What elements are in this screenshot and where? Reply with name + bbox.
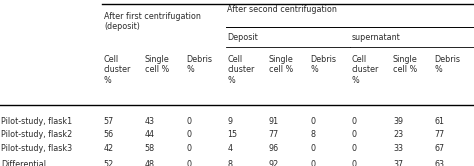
Text: 42: 42 [103,144,113,153]
Text: Cell
cluster
%: Cell cluster % [352,55,379,85]
Text: Single
cell %: Single cell % [145,55,170,74]
Text: 15: 15 [228,130,237,139]
Text: 23: 23 [393,130,403,139]
Text: Debris
%: Debris % [186,55,212,74]
Text: After second centrifugation: After second centrifugation [227,5,337,14]
Text: 0: 0 [352,130,356,139]
Text: Cell
cluster
%: Cell cluster % [103,55,131,85]
Text: 61: 61 [434,117,444,126]
Text: supernatant: supernatant [351,33,400,42]
Text: After first centrifugation
(deposit): After first centrifugation (deposit) [104,12,201,31]
Text: 0: 0 [186,130,191,139]
Text: 63: 63 [434,160,444,166]
Text: 4: 4 [228,144,232,153]
Text: 8: 8 [228,160,232,166]
Text: 9: 9 [228,117,233,126]
Text: 57: 57 [103,117,114,126]
Text: Single
cell %: Single cell % [393,55,418,74]
Text: Debris
%: Debris % [434,55,460,74]
Text: 58: 58 [145,144,155,153]
Text: 96: 96 [269,144,279,153]
Text: 44: 44 [145,130,155,139]
Text: 33: 33 [393,144,403,153]
Text: Differential
centrifugation
test: Differential centrifugation test [1,160,58,166]
Text: 0: 0 [186,117,191,126]
Text: 37: 37 [393,160,403,166]
Text: 52: 52 [103,160,114,166]
Text: 43: 43 [145,117,155,126]
Text: 56: 56 [103,130,113,139]
Text: Deposit: Deposit [227,33,258,42]
Text: Pilot-study, flask2: Pilot-study, flask2 [1,130,73,139]
Text: 67: 67 [434,144,445,153]
Text: 91: 91 [269,117,279,126]
Text: Pilot-study, flask3: Pilot-study, flask3 [1,144,73,153]
Text: 77: 77 [434,130,445,139]
Text: Pilot-study, flask1: Pilot-study, flask1 [1,117,73,126]
Text: Single
cell %: Single cell % [269,55,293,74]
Text: 8: 8 [310,130,315,139]
Text: 92: 92 [269,160,279,166]
Text: 0: 0 [352,144,356,153]
Text: 0: 0 [310,144,315,153]
Text: Debris
%: Debris % [310,55,336,74]
Text: 48: 48 [145,160,155,166]
Text: 0: 0 [310,117,315,126]
Text: 0: 0 [186,160,191,166]
Text: 0: 0 [310,160,315,166]
Text: 0: 0 [352,117,356,126]
Text: 0: 0 [352,160,356,166]
Text: 77: 77 [269,130,279,139]
Text: 0: 0 [186,144,191,153]
Text: Cell
cluster
%: Cell cluster % [228,55,255,85]
Text: 39: 39 [393,117,403,126]
